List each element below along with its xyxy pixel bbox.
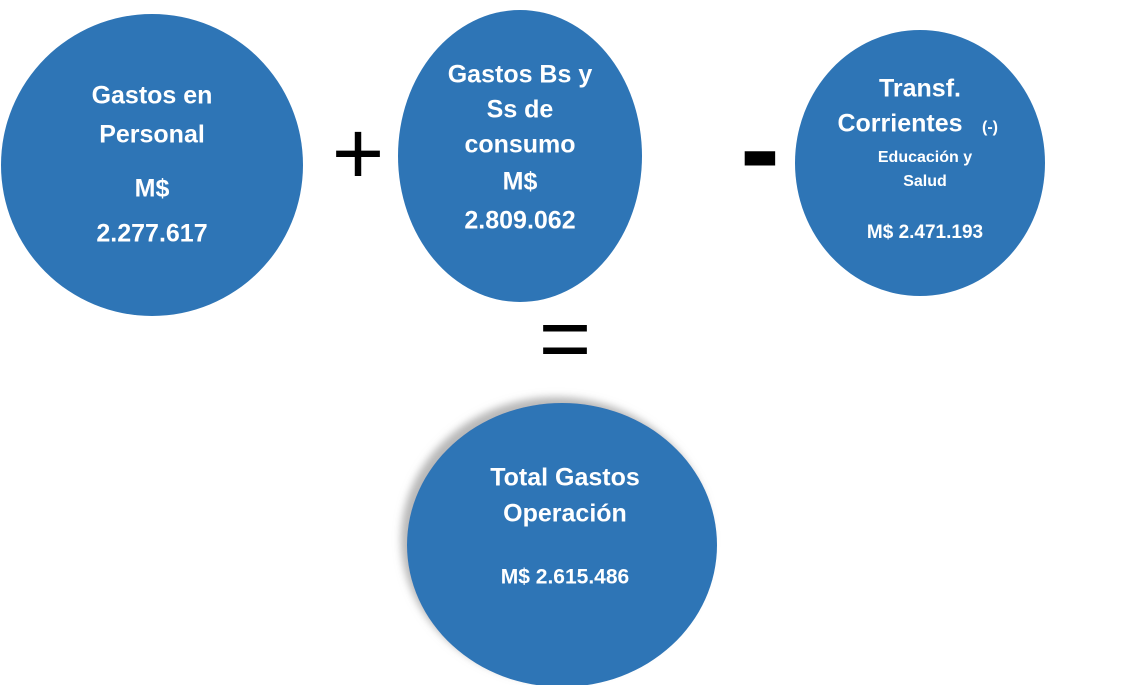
circle bbox=[795, 30, 1045, 296]
circle bbox=[407, 403, 717, 687]
node-text: Transf. bbox=[879, 75, 961, 103]
node-text: M$ 2.615.486 bbox=[501, 566, 629, 589]
node-text: Total Gastos bbox=[490, 464, 640, 492]
node-text: Ss de bbox=[487, 96, 554, 124]
node-text: M$ bbox=[135, 175, 170, 203]
node-text: Salud bbox=[903, 173, 947, 190]
node-text: Educación y bbox=[878, 149, 972, 166]
node-text: Gastos Bs y bbox=[448, 61, 593, 89]
node-text: (-) bbox=[982, 119, 998, 136]
node-text: Corrientes bbox=[837, 110, 962, 138]
operator: - bbox=[740, 82, 780, 216]
node-text: Operación bbox=[503, 500, 627, 528]
node-text: Gastos en bbox=[92, 82, 213, 110]
circle bbox=[398, 10, 642, 302]
node-text: M$ 2.471.193 bbox=[867, 222, 983, 243]
circle bbox=[1, 14, 303, 316]
operator: + bbox=[332, 104, 385, 204]
node-text: 2.277.617 bbox=[96, 220, 207, 248]
node-text: 2.809.062 bbox=[464, 207, 575, 235]
operator: = bbox=[539, 289, 592, 389]
node-text: consumo bbox=[464, 131, 575, 159]
node-text: Personal bbox=[99, 121, 205, 149]
node-text: M$ bbox=[503, 168, 538, 196]
